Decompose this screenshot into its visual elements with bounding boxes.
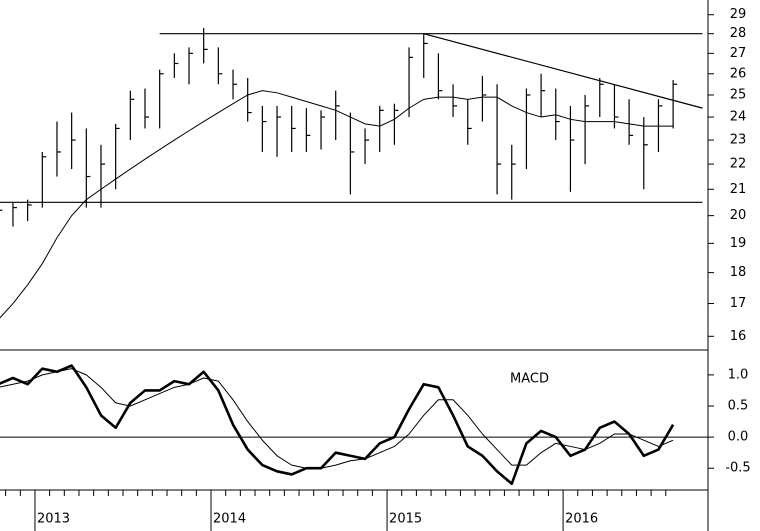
x-tick-label: 2015 [389,512,422,527]
y-tick-label: 22 [730,157,747,172]
y-tick-label: 21 [730,182,747,197]
y-tick-label: 16 [730,329,747,344]
y-tick-label: 18 [730,265,747,280]
y-tick-label: 0.0 [728,430,749,445]
x-tick-label: 2013 [37,512,70,527]
y-tick-label: 19 [730,236,747,251]
y-tick-label: 17 [730,296,747,311]
y-tick-label: 23 [730,133,747,148]
x-tick-label: 2014 [213,512,246,527]
y-tick-label: 20 [730,208,747,223]
moving-average [0,90,674,319]
x-tick-label: 2016 [565,512,598,527]
panel-title: MACD [510,372,549,387]
y-tick-label: 1.0 [728,367,749,382]
macd-line [0,368,674,469]
y-tick-label: 29 [730,7,747,22]
y-tick-label: -0.5 [725,461,750,476]
y-tick-label: 27 [730,46,747,61]
macd-line [0,364,675,486]
y-tick-label: 28 [730,26,747,41]
y-tick-label: 24 [730,110,747,125]
y-tick-label: 26 [730,66,747,81]
reference-line [423,33,703,109]
y-tick-label: 0.5 [728,399,749,414]
y-tick-label: 25 [730,87,747,102]
